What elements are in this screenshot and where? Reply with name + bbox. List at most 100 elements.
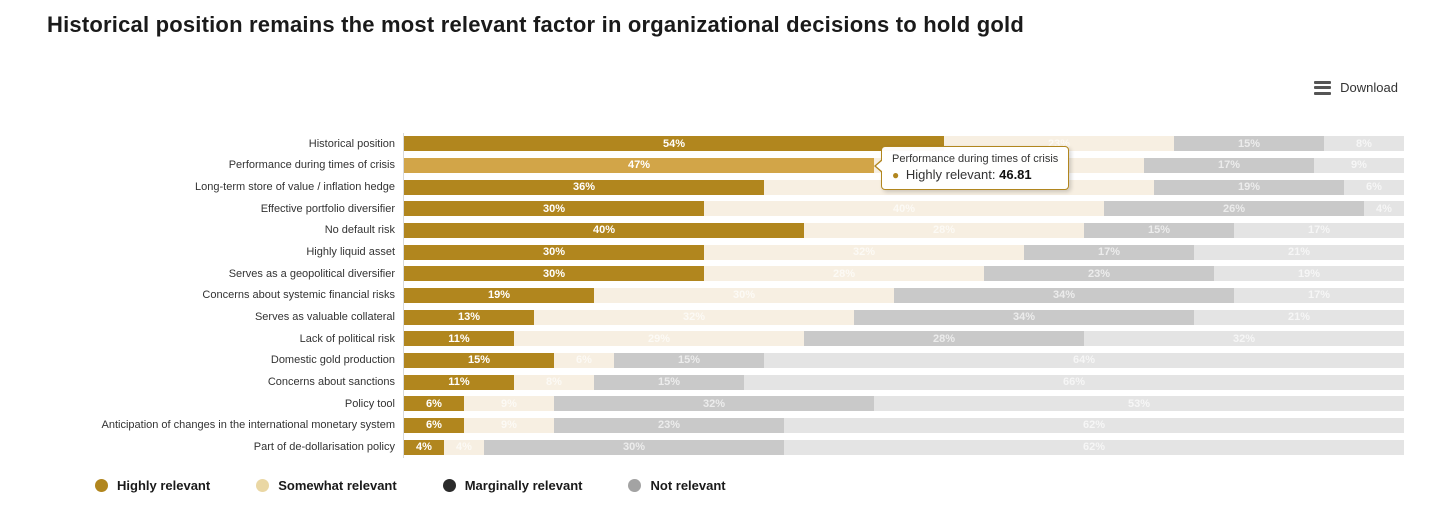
bar-segment-not-relevant[interactable]: 4% — [1364, 201, 1404, 217]
bar-segment-highly-relevant[interactable]: 11% — [404, 331, 514, 347]
bar-segment-marginally-relevant[interactable]: 34% — [894, 287, 1234, 303]
stacked-bar: 19% 30% 34% 17% — [404, 287, 1404, 303]
legend-marker-dot — [628, 479, 642, 492]
bar-segment-marginally-relevant[interactable]: 17% — [1144, 157, 1314, 173]
bar-segment-highly-relevant[interactable]: 36% — [404, 179, 764, 195]
bar-row: 40% 28% 15% 17% — [404, 220, 1404, 242]
bar-segment-marginally-relevant[interactable]: 23% — [554, 417, 784, 433]
bar-segment-somewhat-relevant[interactable]: 32% — [534, 309, 854, 325]
bar-segment-highly-relevant[interactable]: 30% — [404, 266, 704, 282]
bar-segment-highly-relevant[interactable]: 11% — [404, 374, 514, 390]
legend-item-not-relevant[interactable]: Not relevant — [628, 478, 726, 493]
stacked-bar: 40% 28% 15% 17% — [404, 222, 1404, 238]
bar-segment-not-relevant[interactable]: 66% — [744, 374, 1404, 390]
bar-segment-marginally-relevant[interactable]: 15% — [614, 352, 764, 368]
bar-segment-marginally-relevant[interactable]: 15% — [594, 374, 744, 390]
bar-segment-not-relevant[interactable]: 8% — [1324, 136, 1404, 152]
bar-segment-not-relevant[interactable]: 17% — [1234, 287, 1404, 303]
download-button[interactable]: Download — [1314, 80, 1398, 95]
segment-value-label: 30% — [542, 246, 566, 259]
bar-segment-not-relevant[interactable]: 6% — [1344, 179, 1404, 195]
bar-segment-highly-relevant[interactable]: 6% — [404, 417, 464, 433]
bar-segment-somewhat-relevant[interactable]: 40% — [704, 201, 1104, 217]
bar-segment-not-relevant[interactable]: 21% — [1194, 309, 1404, 325]
bar-segment-highly-relevant[interactable]: 4% — [404, 439, 444, 455]
category-label: Lack of political risk — [299, 332, 395, 345]
bar-segment-highly-relevant[interactable]: 13% — [404, 309, 534, 325]
bar-segment-not-relevant[interactable]: 32% — [1084, 331, 1404, 347]
legend-marker-dot — [442, 479, 456, 492]
bar-segment-somewhat-relevant[interactable]: 9% — [464, 396, 554, 412]
bar-segment-highly-relevant[interactable]: 6% — [404, 396, 464, 412]
legend-item-highly-relevant[interactable]: Highly relevant — [95, 478, 210, 493]
category-label: Serves as valuable collateral — [254, 311, 395, 324]
segment-value-label: 15% — [677, 354, 701, 367]
bar-row: 13% 32% 34% 21% — [404, 306, 1404, 328]
category-label: Serves as a geopolitical diversifier — [228, 267, 395, 280]
legend-item-somewhat-relevant[interactable]: Somewhat relevant — [256, 478, 397, 493]
bar-segment-highly-relevant[interactable]: 47% — [404, 157, 874, 173]
segment-value-label: 4% — [456, 441, 472, 454]
bar-row: 30% 32% 17% 21% — [404, 241, 1404, 263]
bar-segment-not-relevant[interactable]: 62% — [784, 417, 1404, 433]
segment-value-label: 40% — [592, 224, 616, 237]
bar-segment-somewhat-relevant[interactable]: 6% — [554, 352, 614, 368]
tooltip-series-label: Highly relevant: — [905, 167, 996, 182]
segment-value-label: 15% — [1147, 224, 1171, 237]
category-label: Domestic gold production — [270, 354, 395, 367]
bar-segment-not-relevant[interactable]: 19% — [1214, 266, 1404, 282]
bar-segment-not-relevant[interactable]: 9% — [1314, 157, 1404, 173]
bar-segment-marginally-relevant[interactable]: 32% — [554, 396, 874, 412]
legend-item-marginally-relevant[interactable]: Marginally relevant — [442, 478, 582, 493]
bar-segment-marginally-relevant[interactable]: 30% — [484, 439, 784, 455]
legend-label: Not relevant — [650, 478, 726, 493]
stacked-bar: 11% 8% 15% 66% — [404, 374, 1404, 390]
segment-value-label: 32% — [702, 397, 726, 410]
bar-segment-marginally-relevant[interactable]: 34% — [854, 309, 1194, 325]
bar-segment-somewhat-relevant[interactable]: 29% — [514, 331, 804, 347]
bar-segment-marginally-relevant[interactable]: 19% — [1154, 179, 1344, 195]
bar-segment-not-relevant[interactable]: 21% — [1194, 244, 1404, 260]
segment-value-label: 23% — [1087, 267, 1111, 280]
stacked-bar-chart: Historical position Performance during ti… — [0, 133, 1405, 458]
bar-segment-somewhat-relevant[interactable]: 28% — [704, 266, 984, 282]
segment-value-label: 17% — [1307, 289, 1331, 302]
bar-segment-marginally-relevant[interactable]: 17% — [1024, 244, 1194, 260]
bar-segment-marginally-relevant[interactable]: 15% — [1174, 136, 1324, 152]
bar-segment-not-relevant[interactable]: 17% — [1234, 222, 1404, 238]
segment-value-label: 32% — [682, 311, 706, 324]
segment-value-label: 9% — [501, 397, 517, 410]
bar-segment-not-relevant[interactable]: 64% — [764, 352, 1404, 368]
segment-value-label: 23% — [657, 419, 681, 432]
bar-segment-highly-relevant[interactable]: 54% — [404, 136, 944, 152]
segment-value-label: 66% — [1062, 376, 1086, 389]
segment-value-label: 11% — [448, 332, 470, 345]
bar-segment-somewhat-relevant[interactable]: 8% — [514, 374, 594, 390]
chart-legend: Highly relevant Somewhat relevant Marginal… — [95, 478, 726, 493]
bar-segment-marginally-relevant[interactable]: 23% — [984, 266, 1214, 282]
stacked-bar: 11% 29% 28% 32% — [404, 331, 1404, 347]
bar-segment-somewhat-relevant[interactable]: 4% — [444, 439, 484, 455]
segment-value-label: 62% — [1082, 419, 1106, 432]
bar-row: 54% 23% 15% 8% — [404, 133, 1404, 155]
segment-value-label: 30% — [542, 267, 566, 280]
bar-segment-highly-relevant[interactable]: 15% — [404, 352, 554, 368]
bar-segment-not-relevant[interactable]: 53% — [874, 396, 1404, 412]
segment-value-label: 17% — [1307, 224, 1331, 237]
bar-segment-somewhat-relevant[interactable]: 32% — [704, 244, 1024, 260]
segment-value-label: 47% — [627, 159, 651, 172]
segment-value-label: 6% — [576, 354, 592, 367]
bar-segment-highly-relevant[interactable]: 30% — [404, 201, 704, 217]
bar-segment-marginally-relevant[interactable]: 15% — [1084, 222, 1234, 238]
bar-segment-highly-relevant[interactable]: 19% — [404, 287, 594, 303]
segment-value-label: 8% — [546, 376, 562, 389]
bar-segment-marginally-relevant[interactable]: 28% — [804, 331, 1084, 347]
bar-segment-somewhat-relevant[interactable]: 28% — [804, 222, 1084, 238]
bar-segment-not-relevant[interactable]: 62% — [784, 439, 1404, 455]
bar-segment-highly-relevant[interactable]: 40% — [404, 222, 804, 238]
bar-segment-somewhat-relevant[interactable]: 9% — [464, 417, 554, 433]
bar-segment-highly-relevant[interactable]: 30% — [404, 244, 704, 260]
bar-segment-marginally-relevant[interactable]: 26% — [1104, 201, 1364, 217]
bar-segment-somewhat-relevant[interactable]: 30% — [594, 287, 894, 303]
segment-value-label: 19% — [1297, 267, 1321, 280]
